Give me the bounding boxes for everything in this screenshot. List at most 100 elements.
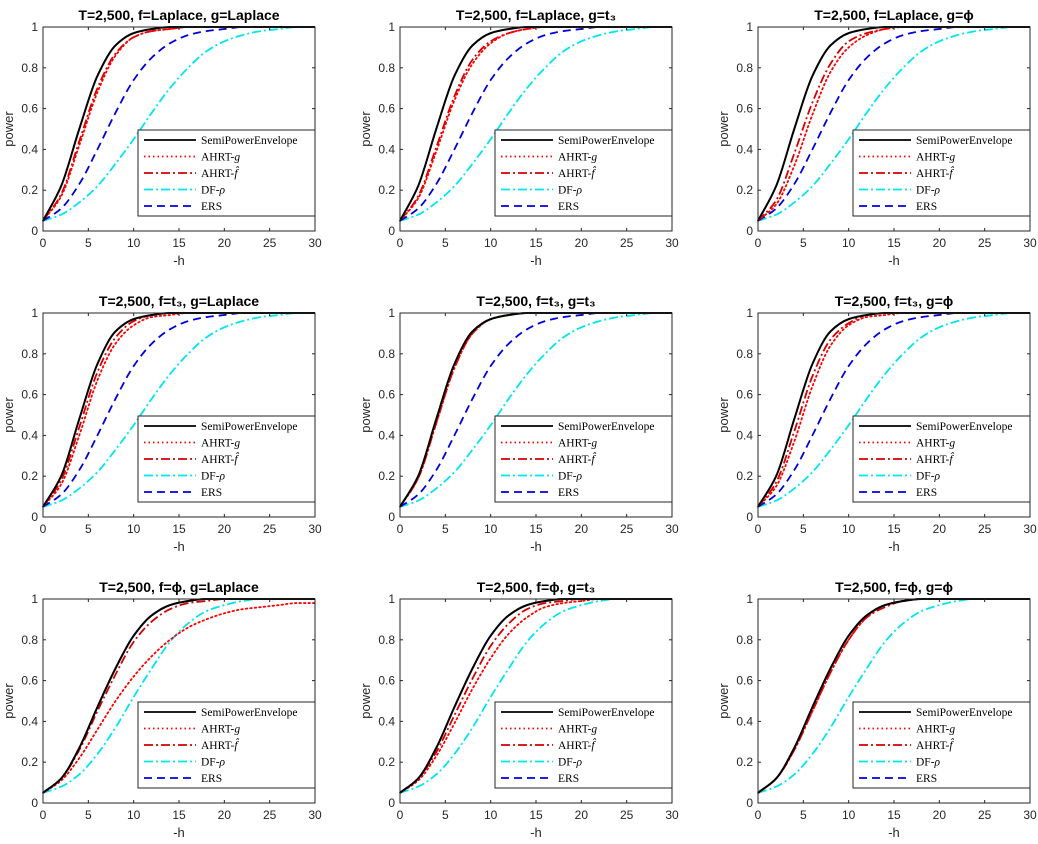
x-tick-label: 5 [800, 522, 807, 536]
panel-title: T=2,500, f=ϕ, g=Laplace [99, 579, 259, 595]
y-tick-label: 0.8 [378, 633, 395, 647]
legend-label-symbol: g [234, 152, 240, 164]
panel-title: T=2,500, f=t₃, g=t₃ [476, 293, 595, 309]
x-axis-label: -h [530, 253, 542, 268]
x-tick-label: 30 [665, 522, 679, 536]
x-tick-label: 30 [665, 808, 679, 822]
x-tick-label: 15 [529, 236, 543, 250]
x-tick-label: 10 [127, 808, 141, 822]
legend-label: ERS [201, 773, 222, 785]
x-tick-label: 30 [1023, 236, 1037, 250]
x-tick-label: 0 [40, 808, 47, 822]
y-tick-label: 0 [388, 510, 395, 524]
y-tick-label: 0.8 [378, 347, 395, 361]
x-axis-label: -h [173, 825, 185, 840]
x-tick-label: 0 [755, 522, 762, 536]
y-tick-label: 0.4 [21, 714, 38, 728]
legend-label-main: ERS [201, 201, 222, 213]
y-tick-label: 0.4 [736, 428, 753, 442]
x-axis-label: -h [888, 253, 900, 268]
legend-label-symbol: ρ [934, 471, 941, 483]
legend-label: AHRT-g [916, 438, 955, 450]
legend-label: AHRT-f̂ [558, 166, 597, 180]
x-tick-label: 15 [529, 522, 543, 536]
x-tick-label: 25 [263, 808, 277, 822]
panel-3: 0 5 10 15 20 25 30 0 0.2 0.4 0.6 0.8 1 -h power T=2,500… [716, 7, 1037, 268]
x-tick-label: 0 [755, 236, 762, 250]
x-tick-label: 10 [484, 808, 498, 822]
x-tick-label: 25 [620, 522, 634, 536]
legend-label-symbol: ρ [219, 757, 226, 769]
legend-label: DF-ρ [916, 757, 941, 769]
legend-label-main: AHRT- [201, 168, 235, 180]
legend-label-main: SemiPowerEnvelope [558, 707, 654, 719]
x-tick-label: 10 [842, 808, 856, 822]
panel-title: T=2,500, f=t₃, g=Laplace [99, 293, 259, 309]
legend-label-main: SemiPowerEnvelope [201, 421, 297, 433]
y-tick-label: 0.8 [21, 61, 38, 75]
x-tick-label: 20 [933, 236, 947, 250]
legend-label: DF-ρ [201, 757, 226, 769]
x-tick-label: 15 [529, 808, 543, 822]
legend-label-symbol: ρ [576, 471, 583, 483]
legend-label-main: AHRT- [558, 724, 592, 736]
panel-title: T=2,500, f=t₃, g=ϕ [835, 293, 954, 309]
x-tick-label: 30 [308, 522, 322, 536]
x-tick-label: 5 [442, 236, 449, 250]
legend-label: SemiPowerEnvelope [558, 421, 654, 433]
legend-label-main: SemiPowerEnvelope [558, 421, 654, 433]
legend-label-main: SemiPowerEnvelope [916, 421, 1012, 433]
legend-label: AHRT-f̂ [916, 166, 955, 180]
y-tick-label: 0.8 [21, 347, 38, 361]
x-tick-label: 0 [40, 522, 47, 536]
y-tick-label: 0.2 [378, 755, 395, 769]
y-tick-label: 0.4 [21, 428, 38, 442]
legend-label-main: AHRT- [916, 152, 950, 164]
panel-7: 0 5 10 15 20 25 30 0 0.2 0.4 0.6 0.8 1 -h power T=2,500… [1, 579, 322, 840]
series-line-ahrtg [42, 602, 316, 794]
x-tick-label: 20 [218, 236, 232, 250]
legend-label-symbol: f̂ [591, 166, 596, 180]
y-tick-label: 1 [746, 306, 753, 320]
legend-label: SemiPowerEnvelope [558, 707, 654, 719]
x-tick-label: 5 [442, 808, 449, 822]
legend-label: SemiPowerEnvelope [916, 707, 1012, 719]
legend-label-symbol: g [591, 724, 597, 736]
legend-label-symbol: ρ [576, 185, 583, 197]
panel-8: 0 5 10 15 20 25 30 0 0.2 0.4 0.6 0.8 1 -h power T=2,500… [358, 579, 679, 840]
panel-6: 0 5 10 15 20 25 30 0 0.2 0.4 0.6 0.8 1 -h power T=2,500… [716, 293, 1037, 554]
x-axis-label: -h [173, 539, 185, 554]
x-tick-label: 5 [800, 236, 807, 250]
y-tick-label: 0 [31, 224, 38, 238]
x-tick-label: 0 [397, 236, 404, 250]
legend-label: AHRT-f̂ [558, 738, 597, 752]
x-tick-label: 20 [575, 808, 589, 822]
x-tick-label: 5 [800, 808, 807, 822]
y-tick-label: 0.8 [378, 61, 395, 75]
legend-label-main: ERS [201, 773, 222, 785]
legend-label-symbol: f̂ [591, 452, 596, 466]
panel-2: 0 5 10 15 20 25 30 0 0.2 0.4 0.6 0.8 1 -h power T=2,500… [358, 7, 679, 268]
y-tick-label: 1 [31, 306, 38, 320]
legend-label: AHRT-g [916, 724, 955, 736]
legend-label-main: AHRT- [558, 152, 592, 164]
legend-label-main: ERS [916, 201, 937, 213]
legend-label-main: AHRT- [201, 724, 235, 736]
y-tick-label: 0.8 [736, 61, 753, 75]
legend-label: AHRT-g [558, 438, 597, 450]
x-tick-label: 25 [978, 236, 992, 250]
legend-label: AHRT-f̂ [916, 452, 955, 466]
legend-label: ERS [201, 201, 222, 213]
legend-label: AHRT-f̂ [201, 738, 240, 752]
y-tick-label: 1 [31, 592, 38, 606]
x-tick-label: 20 [575, 522, 589, 536]
x-tick-label: 20 [218, 522, 232, 536]
legend-label: AHRT-g [558, 724, 597, 736]
y-tick-label: 0.2 [378, 469, 395, 483]
y-tick-label: 0.2 [736, 755, 753, 769]
legend-label-main: SemiPowerEnvelope [916, 135, 1012, 147]
legend-label-symbol: g [949, 438, 955, 450]
legend-label-main: AHRT- [558, 438, 592, 450]
legend-label: ERS [558, 201, 579, 213]
